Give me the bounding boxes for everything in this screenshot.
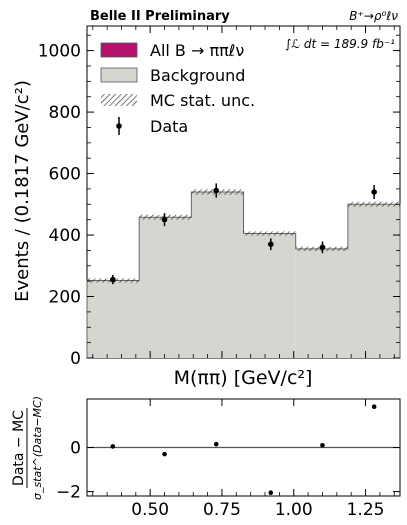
- data-point: [110, 276, 116, 283]
- ratio-point: [110, 444, 116, 449]
- data-points: [110, 183, 377, 285]
- main-y-tick-label: 400: [49, 226, 81, 246]
- data-point: [161, 216, 168, 223]
- legend-swatch-background: [100, 67, 138, 83]
- ratio-point: [213, 441, 219, 447]
- legend: All B → ππℓν Background MC stat. unc. Da…: [100, 41, 255, 136]
- main-y-tick-label: 1000: [38, 42, 81, 62]
- ratio-points: [110, 404, 377, 495]
- data-point: [213, 187, 220, 194]
- uncertainty-band: [243, 231, 296, 236]
- header-right: B⁺→ρ⁰ℓν: [349, 9, 398, 23]
- background-outline: [86, 191, 401, 358]
- background-histogram: [86, 191, 401, 358]
- data-point: [371, 189, 377, 195]
- background-bin: [347, 204, 400, 358]
- ratio-point: [371, 404, 377, 410]
- ratio-point: [320, 442, 325, 448]
- ratio-y-tick-label: −2: [56, 483, 81, 503]
- ratio-x-tick-label: 1.25: [347, 500, 385, 520]
- main-panel: 0 200 400 600 800 1000 Belle II Preliminary B…: [12, 9, 401, 389]
- legend-label-uncertainty: MC stat. unc.: [150, 91, 255, 110]
- main-x-axis-title: M(ππ) [GeV/c²]: [174, 367, 313, 389]
- main-y-tick-label: 200: [49, 288, 81, 308]
- uncertainty-band: [347, 201, 400, 207]
- legend-swatch-uncertainty: [101, 94, 137, 106]
- background-bin: [295, 248, 348, 358]
- ratio-y-axis-title: Data − MC σ_stat^(Data−MC): [11, 396, 44, 500]
- main-y-axis-title: Events / (0.1817 GeV/c²): [12, 80, 33, 302]
- ratio-y-tick-label: 0: [70, 439, 81, 459]
- legend-label-data: Data: [150, 117, 188, 136]
- background-bin: [243, 233, 296, 358]
- legend-swatch-signal: [100, 42, 138, 58]
- ratio-y-title-numerator: Data − MC: [11, 410, 27, 486]
- main-y-axis-ticks: 0 200 400 600 800 1000: [38, 34, 400, 369]
- ratio-x-tick-label: 0.75: [203, 500, 241, 520]
- main-y-tick-label: 0: [70, 349, 81, 369]
- luminosity-label: ∫ℒ dt = 189.9 fb⁻¹: [285, 37, 395, 51]
- ratio-point: [162, 451, 167, 457]
- ratio-x-tick-label: 0.50: [131, 500, 169, 520]
- main-x-axis-ticks: [92, 26, 395, 358]
- header-left: Belle II Preliminary: [90, 9, 230, 24]
- main-y-tick-label: 800: [49, 103, 81, 123]
- ratio-x-axis-ticks: 0.50 0.75 1.00 1.25: [92, 399, 395, 520]
- main-y-tick-label: 600: [49, 165, 81, 185]
- background-bin: [191, 192, 244, 358]
- legend-label-signal: All B → ππℓν: [150, 41, 244, 60]
- ratio-panel: −2 0 0.50 0.75 1.00 1.25 Data − MC σ_stat^(D…: [11, 396, 401, 520]
- background-bin: [139, 217, 192, 358]
- data-point: [319, 244, 326, 251]
- legend-data-marker: [116, 123, 122, 129]
- ratio-point: [268, 490, 274, 495]
- ratio-y-axis-ticks: −2 0: [56, 439, 400, 503]
- legend-label-background: Background: [150, 66, 245, 85]
- ratio-y-title-denominator: σ_stat^(Data−MC): [31, 396, 44, 500]
- data-point: [267, 241, 274, 248]
- background-bin: [87, 280, 140, 358]
- ratio-x-tick-label: 1.00: [275, 500, 313, 520]
